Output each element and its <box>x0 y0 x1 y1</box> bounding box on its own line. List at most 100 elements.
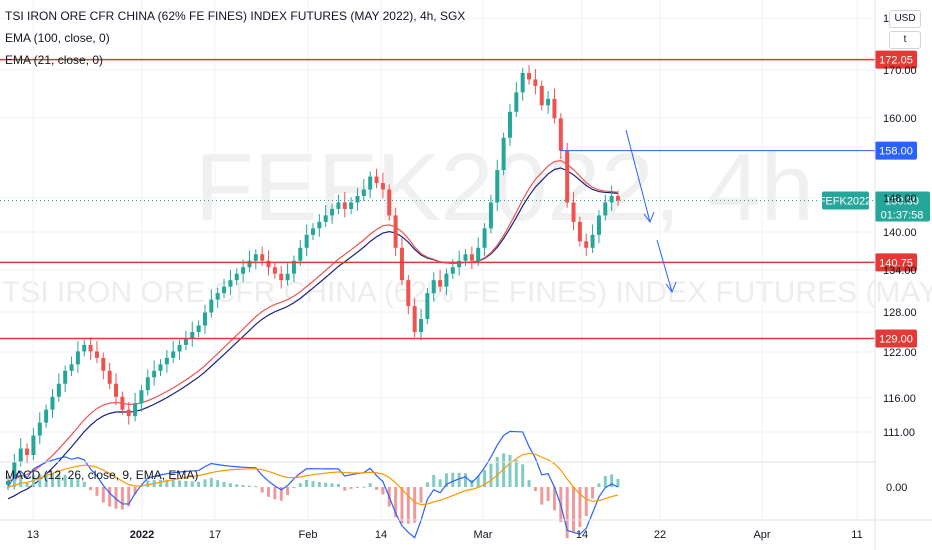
drawings[interactable]: 172.05 140.75 129.00 158.00 FEFK2022 150.30 01… <box>0 50 930 348</box>
candle-body <box>158 364 163 371</box>
scale-mode-button[interactable]: t <box>889 31 921 49</box>
macd-histogram-bar <box>146 480 150 487</box>
time-tick-label: Mar <box>474 529 493 541</box>
macd-histogram-bar <box>489 463 493 487</box>
candle-body <box>120 396 125 410</box>
price-tag-label: 172.05 <box>879 55 913 67</box>
macd-histogram-bar <box>502 453 506 487</box>
countdown-label: 01:37:58 <box>881 210 924 222</box>
macd-histogram-bar <box>165 479 169 487</box>
macd-histogram-bar <box>324 482 328 487</box>
candle-body <box>584 241 589 248</box>
arrow-1-head <box>643 211 655 224</box>
candle-body <box>507 111 512 138</box>
price-tag-label: 129.00 <box>879 333 913 345</box>
candle-body <box>82 344 87 352</box>
macd-histogram-bar <box>597 483 601 487</box>
candle-body <box>603 202 608 216</box>
candle-body <box>444 273 449 287</box>
candle-body <box>412 306 417 332</box>
candle-body <box>164 357 169 365</box>
candle-body <box>520 72 525 93</box>
candle-body <box>317 221 322 229</box>
candle-body <box>431 280 436 294</box>
candle-body <box>380 183 385 190</box>
macd-histogram-bar <box>368 483 372 487</box>
macd-histogram-bar <box>343 487 347 491</box>
time-tick-label: 22 <box>654 529 666 541</box>
macd-histogram-bar <box>222 481 226 487</box>
macd-histogram-bar <box>279 487 283 501</box>
macd-histogram-bar <box>432 474 436 487</box>
candle-body <box>399 247 404 281</box>
candle-body <box>304 234 309 248</box>
macd-zero-label: 0.00 <box>886 482 907 494</box>
candle-body <box>577 221 582 242</box>
candle-body <box>190 331 195 339</box>
candle-body <box>450 267 455 274</box>
candle-body <box>50 396 55 410</box>
macd-histogram-bar <box>349 487 353 489</box>
macd-histogram-bar <box>355 487 359 488</box>
macd-histogram-bar <box>298 483 302 487</box>
macd-histogram-bar <box>228 483 232 487</box>
candle-body <box>18 448 23 462</box>
price-tick-label: 148.00 <box>883 193 917 205</box>
macd-histogram-bar <box>565 487 569 539</box>
macd-histogram-bar <box>457 472 461 487</box>
candle-body <box>616 195 620 201</box>
macd-histogram-bar <box>209 477 213 487</box>
candle-body <box>107 370 112 384</box>
candle-body <box>463 254 468 261</box>
macd-histogram-bar <box>286 487 290 496</box>
time-tick-label: 2022 <box>130 529 154 541</box>
macd-histogram-bar <box>508 454 512 487</box>
macd-histogram-bar <box>178 480 182 487</box>
time-tick-label: 13 <box>27 529 39 541</box>
ema-21-legend[interactable]: EMA (21, close, 0) <box>5 53 104 67</box>
arrow-2-head <box>665 281 677 294</box>
candle-body <box>177 344 182 352</box>
candle-body <box>209 299 214 313</box>
price-tag <box>875 253 917 272</box>
candle-body <box>387 189 392 216</box>
candle-body <box>285 273 290 281</box>
macd-histogram-bar <box>197 481 201 487</box>
candle-body <box>590 234 595 248</box>
price-tick-label: 160.00 <box>883 113 917 125</box>
macd-histogram-bar <box>184 480 188 487</box>
candle-body <box>234 273 239 281</box>
macd-histogram-bar <box>451 472 455 487</box>
candle-body <box>266 260 271 268</box>
candle-body <box>279 273 284 281</box>
candle-body <box>336 202 341 209</box>
macd-histogram-bar <box>57 474 61 487</box>
candle-body <box>596 215 601 235</box>
candle-body <box>31 435 36 455</box>
price-tick-label: 116.00 <box>883 393 916 405</box>
candle-body <box>495 170 500 203</box>
macd-histogram-bar <box>139 486 143 488</box>
candle-body <box>488 202 493 229</box>
candle-body <box>349 202 354 209</box>
currency-button[interactable]: USD <box>889 10 921 28</box>
candle-body <box>565 150 570 203</box>
candle-body <box>552 98 557 119</box>
candle-body <box>12 461 17 481</box>
candle-body <box>571 202 576 222</box>
candle-body <box>44 409 49 423</box>
macd-legend[interactable]: MACD (12, 26, close, 9, EMA, EMA) <box>5 468 199 482</box>
candle-body <box>63 370 68 384</box>
target-tag <box>875 141 917 160</box>
ema-100-legend[interactable]: EMA (100, close, 0) <box>5 31 110 45</box>
candle-body <box>457 260 462 268</box>
macd-histogram-bar <box>610 474 614 487</box>
time-tick-label: 11 <box>851 529 862 541</box>
candle-body <box>37 422 42 436</box>
candle-body <box>272 267 277 274</box>
candle-body <box>69 364 74 371</box>
macd-histogram-bar <box>254 486 258 488</box>
macd-histogram-bar <box>50 473 54 487</box>
candle-body <box>438 280 443 287</box>
